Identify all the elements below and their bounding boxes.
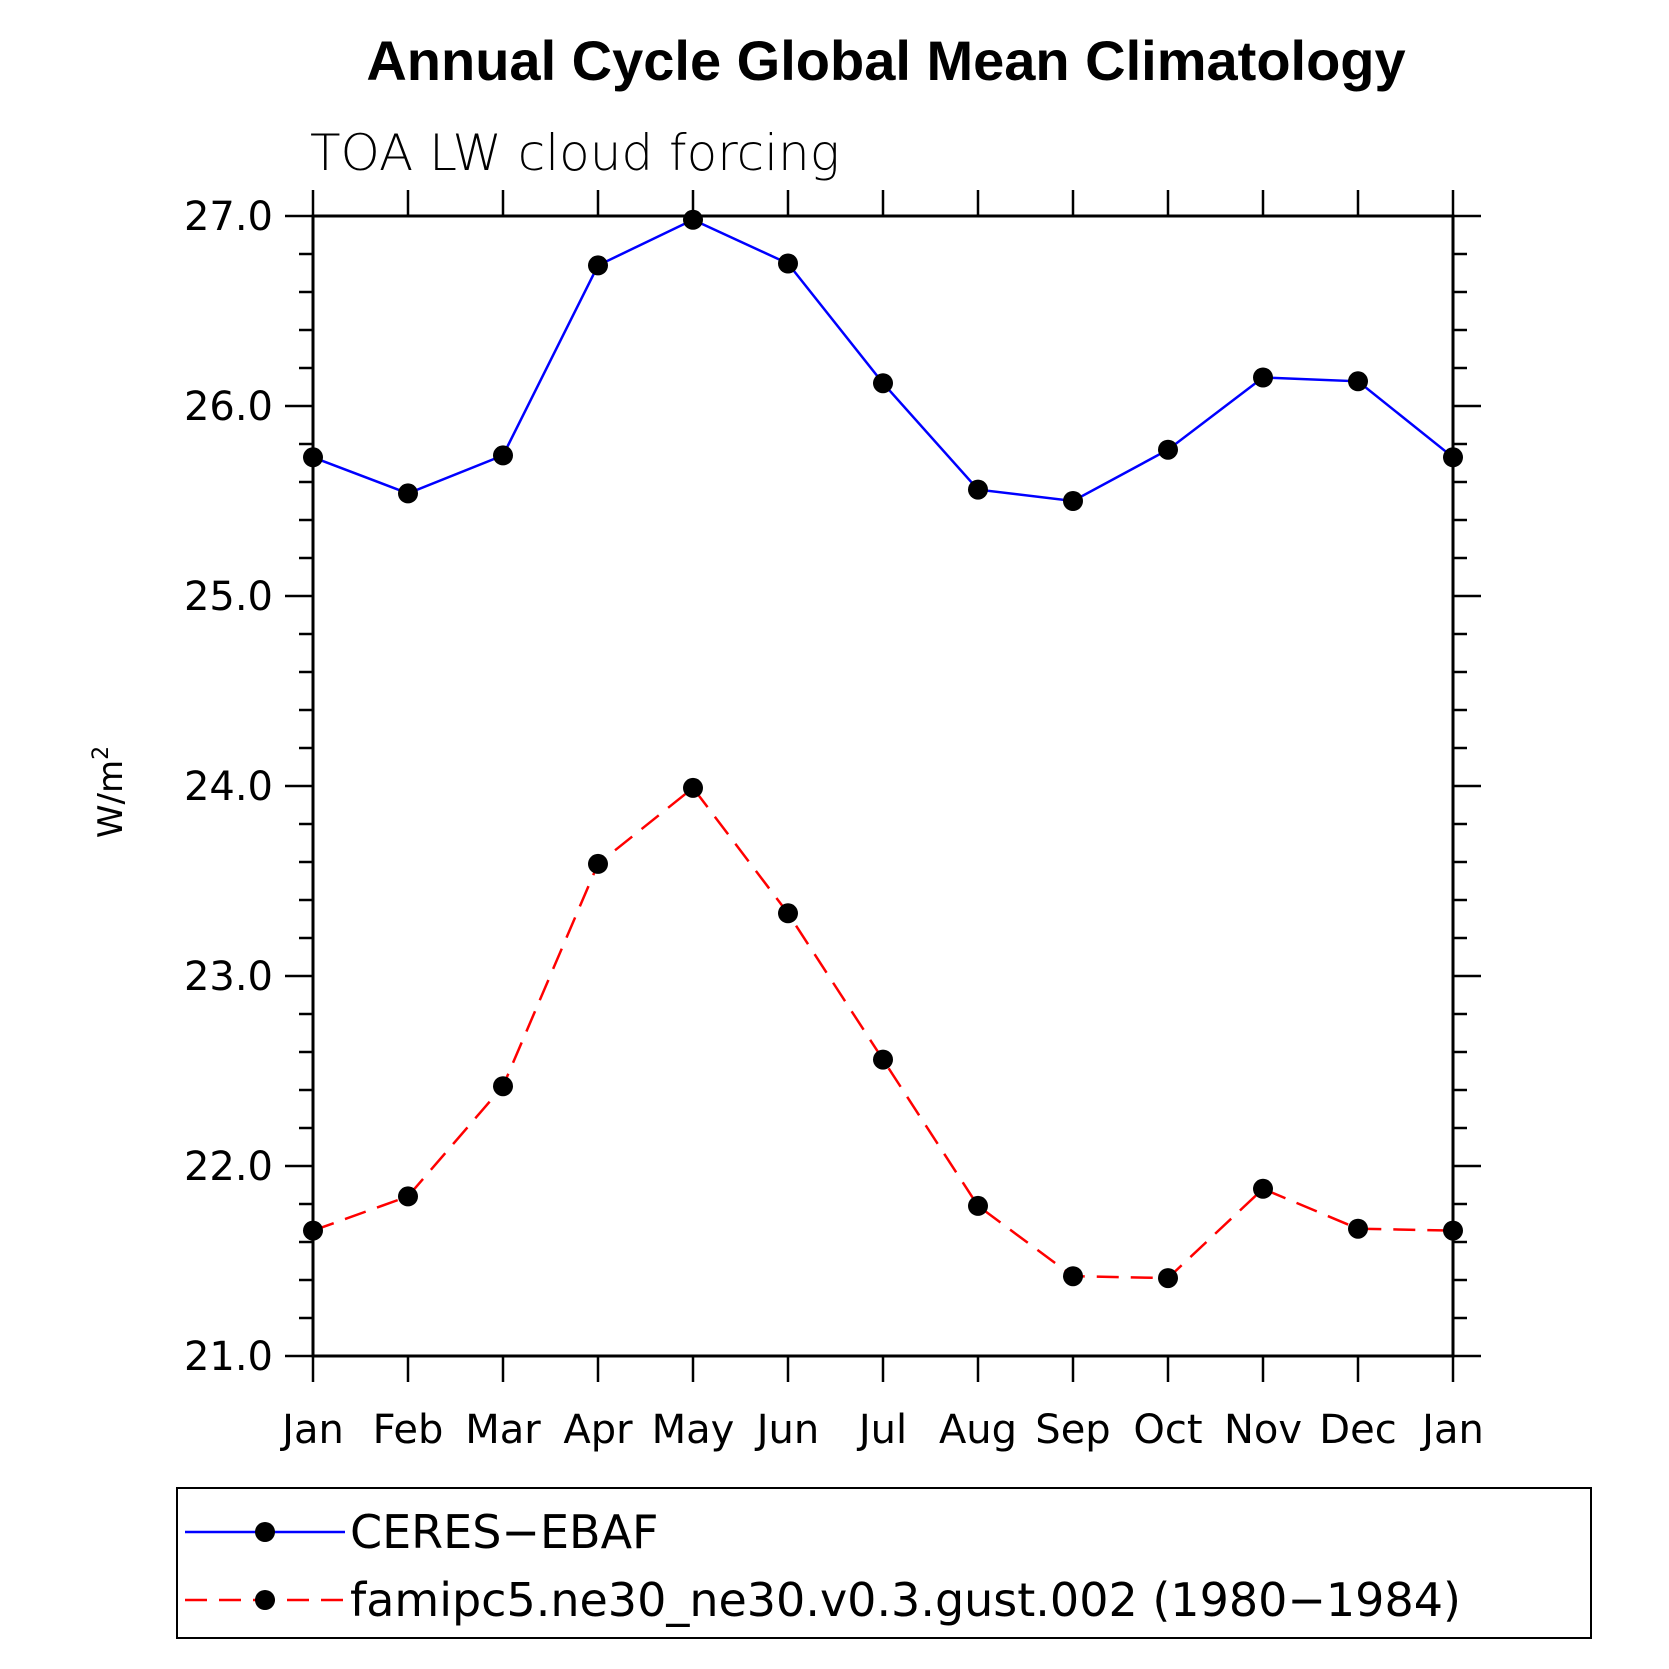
- series-point: [873, 1049, 893, 1070]
- y-tick-label: 22.0: [184, 1144, 273, 1190]
- x-tick-label: Apr: [563, 1407, 633, 1453]
- legend-swatch-marker: [255, 1590, 275, 1610]
- series-point: [1348, 1218, 1368, 1239]
- y-tick-label: 24.0: [184, 764, 273, 810]
- x-tick-label: Mar: [465, 1407, 541, 1453]
- series-point: [1063, 491, 1083, 511]
- series-point: [493, 445, 513, 466]
- x-tick-label: Feb: [373, 1407, 444, 1453]
- series-point: [588, 853, 608, 874]
- series-point: [968, 1195, 988, 1216]
- x-tick-label: Dec: [1319, 1407, 1396, 1453]
- series-point: [1348, 371, 1368, 392]
- series-1: [303, 209, 1463, 511]
- series-point: [493, 1076, 513, 1097]
- x-tick-label: Jan: [279, 1407, 344, 1453]
- series-point: [1253, 367, 1273, 388]
- x-tick-label: Jun: [754, 1407, 820, 1453]
- x-tick-label: Jul: [856, 1407, 907, 1453]
- legend-swatch-marker: [255, 1522, 275, 1542]
- series-point: [873, 373, 893, 394]
- legend-box: [176, 1487, 1592, 1639]
- y-tick-label: 26.0: [184, 384, 273, 430]
- y-tick-label: 25.0: [184, 574, 273, 620]
- series-point: [1443, 447, 1463, 468]
- chart-subtitle: TOA LW cloud forcing: [310, 124, 840, 182]
- y-tick-label: 21.0: [184, 1334, 273, 1380]
- series-point: [588, 255, 608, 276]
- series-point: [778, 253, 798, 274]
- series-point: [778, 903, 798, 924]
- y-axis-label-superscript: 2: [89, 746, 114, 760]
- y-axis-label: W/m2: [89, 746, 131, 838]
- chart-title: Annual Cycle Global Mean Climatology: [366, 29, 1405, 92]
- y-tick-label: 23.0: [184, 954, 273, 1000]
- series-point: [1253, 1178, 1273, 1199]
- x-tick-label: Jan: [1419, 1407, 1484, 1453]
- x-tick-label: May: [652, 1407, 735, 1453]
- series-point: [683, 209, 703, 230]
- svg-text:W/m2: W/m2: [89, 746, 131, 838]
- series-layer: [303, 209, 1463, 1289]
- legend: CERES−EBAF famipc5.ne30_ne30.v0.3.gust.00…: [176, 1487, 1592, 1639]
- series-point: [303, 1220, 323, 1241]
- x-tick-label: Nov: [1224, 1407, 1302, 1453]
- series-point: [1063, 1266, 1083, 1287]
- plot-axes: 21.0 22.0 23.0 24.0 25.0 26.0 27.0 Jan Feb Mar Apr…: [184, 190, 1484, 1453]
- series-2: [303, 777, 1463, 1289]
- x-tick-label: Sep: [1035, 1407, 1110, 1453]
- legend-label: famipc5.ne30_ne30.v0.3.gust.002 (1980−19…: [350, 1573, 1461, 1627]
- series-point: [398, 483, 418, 504]
- series-line: [312, 786, 1454, 1280]
- x-tick-label: Aug: [939, 1407, 1017, 1453]
- series-point: [683, 777, 703, 798]
- x-tick-label: Oct: [1133, 1407, 1202, 1453]
- series-point: [1443, 1220, 1463, 1241]
- series-point: [398, 1186, 418, 1207]
- y-axis-label-text: W/m: [91, 760, 131, 838]
- series-point: [303, 447, 323, 468]
- series-line: [312, 218, 1454, 503]
- series-point: [968, 479, 988, 500]
- y-tick-label: 27.0: [184, 194, 273, 240]
- series-point: [1158, 439, 1178, 460]
- series-point: [1158, 1268, 1178, 1289]
- legend-label: CERES−EBAF: [350, 1505, 659, 1559]
